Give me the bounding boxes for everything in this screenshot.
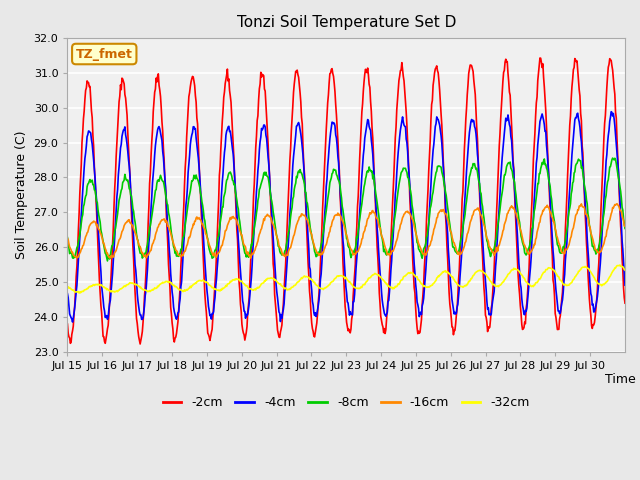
Title: Tonzi Soil Temperature Set D: Tonzi Soil Temperature Set D bbox=[237, 15, 456, 30]
Text: TZ_fmet: TZ_fmet bbox=[76, 48, 132, 60]
Legend: -2cm, -4cm, -8cm, -16cm, -32cm: -2cm, -4cm, -8cm, -16cm, -32cm bbox=[157, 391, 535, 414]
X-axis label: Time: Time bbox=[605, 373, 636, 386]
Y-axis label: Soil Temperature (C): Soil Temperature (C) bbox=[15, 131, 28, 259]
